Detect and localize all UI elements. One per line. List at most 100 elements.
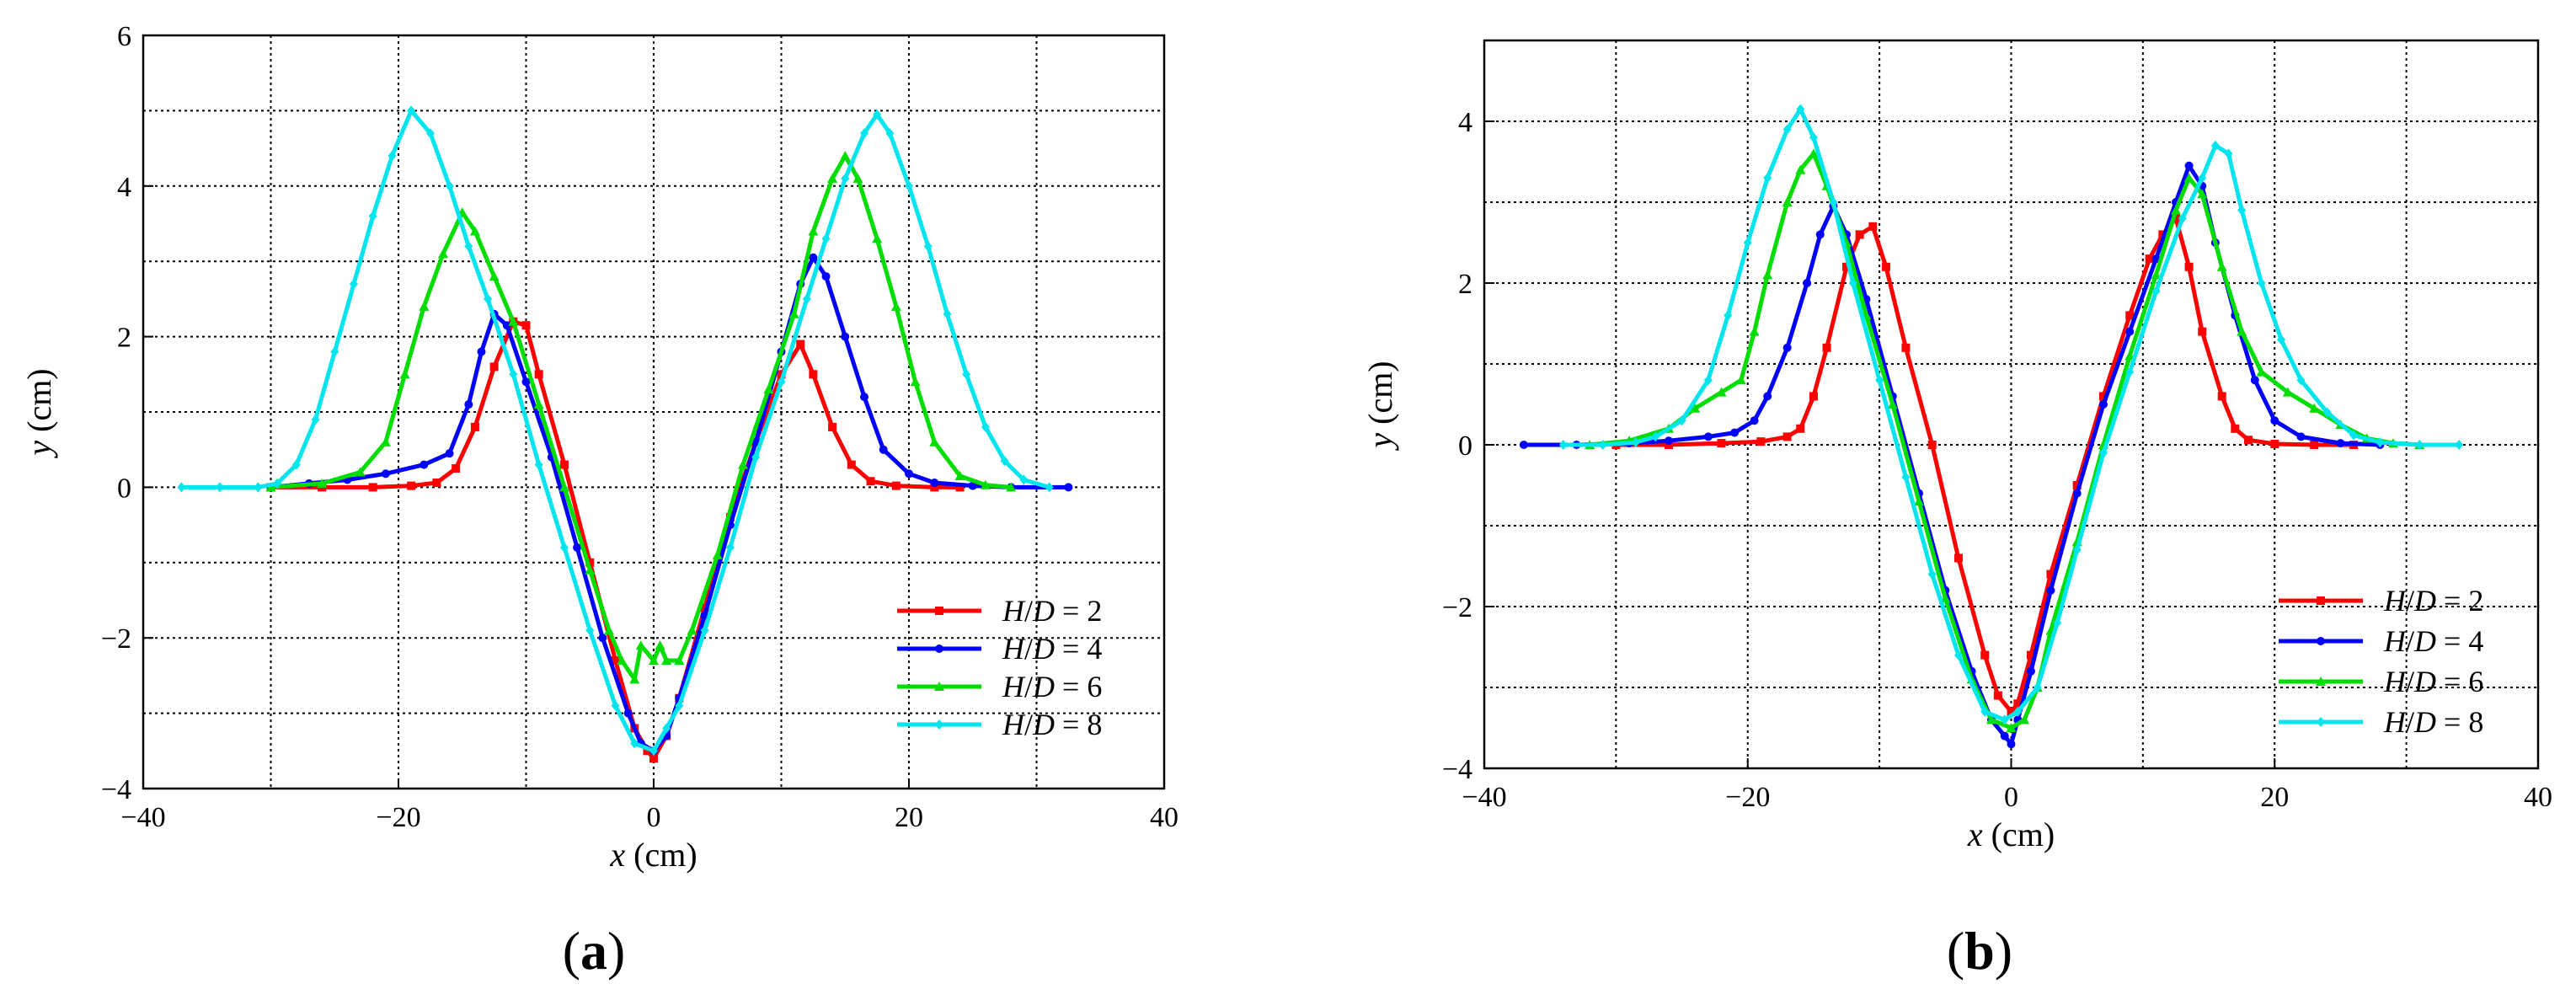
x-tick-label: 20: [895, 802, 923, 833]
data-point: [885, 128, 895, 139]
data-point: [1980, 706, 1990, 717]
x-tick-label: −20: [1725, 782, 1770, 813]
data-point: [751, 452, 761, 463]
data-point: [558, 482, 569, 492]
data-point: [2125, 327, 2135, 336]
data-point: [2098, 400, 2108, 409]
data-point: [2336, 439, 2345, 448]
data-point: [611, 700, 620, 711]
data-point: [630, 738, 639, 749]
legend-label: H/D = 8: [2383, 705, 2483, 739]
data-point: [1519, 441, 1528, 449]
data-point: [425, 128, 435, 139]
data-point: [763, 384, 774, 394]
data-point: [809, 253, 818, 262]
y-tick-label: 4: [1458, 107, 1472, 138]
data-point: [802, 293, 811, 304]
legend-entry: H/D = 4: [2279, 624, 2483, 658]
y-tick-label: −4: [101, 774, 131, 805]
data-point: [573, 543, 582, 552]
series-line: [270, 153, 1012, 682]
data-point: [2198, 173, 2207, 184]
panel-label: (a): [563, 921, 626, 981]
data-point: [930, 483, 939, 492]
data-point: [2310, 441, 2319, 449]
data-point: [2256, 366, 2267, 377]
x-tick-label: −20: [376, 802, 420, 833]
data-point: [879, 445, 888, 454]
data-point: [905, 180, 913, 191]
data-point: [712, 549, 723, 559]
y-axis-unit: (cm): [20, 368, 58, 441]
data-point: [1677, 415, 1686, 426]
data-point: [585, 625, 595, 636]
data-point: [311, 414, 320, 425]
legend-label: H/D = 8: [1002, 708, 1102, 741]
series-6: [1585, 148, 2425, 732]
data-point: [598, 634, 607, 643]
data-point: [1815, 230, 1825, 239]
legend: H/D = 2 H/D = 4 H/D = 6 H/D = 8: [2279, 584, 2483, 739]
x-axis-unit: (cm): [625, 836, 697, 874]
y-tick-label: 2: [117, 323, 131, 354]
data-point: [1875, 375, 1884, 386]
data-point: [968, 481, 977, 490]
data-point: [585, 558, 595, 567]
data-point: [2013, 699, 2023, 709]
x-tick-label: −40: [1462, 782, 1506, 813]
y-tick-label: 0: [1458, 430, 1472, 462]
data-point: [445, 180, 454, 191]
legend-swatch-marker: [2316, 676, 2326, 686]
legend-label: H/D = 4: [1002, 632, 1102, 666]
series-6: [265, 151, 1017, 684]
data-point: [534, 370, 543, 379]
data-point: [1558, 440, 1568, 450]
data-point: [2151, 270, 2162, 280]
data-point: [2231, 424, 2240, 433]
data-point: [2184, 262, 2194, 271]
data-point: [635, 640, 646, 650]
x-tick-label: 0: [647, 802, 661, 833]
data-point: [872, 233, 883, 243]
legend-swatch-marker: [934, 682, 944, 691]
data-point: [407, 105, 416, 116]
data-point: [847, 460, 856, 469]
data-point: [649, 754, 658, 763]
data-point: [2171, 214, 2180, 223]
data-point: [859, 393, 868, 402]
data-point: [1796, 424, 1805, 433]
data-point: [1716, 387, 1727, 397]
data-point: [355, 467, 366, 477]
legend-swatch-marker: [935, 644, 943, 653]
data-point: [2415, 440, 2424, 450]
data-point: [1881, 262, 1890, 271]
data-point: [469, 226, 480, 236]
data-point: [738, 459, 749, 469]
y-tick-label: 2: [1458, 269, 1472, 300]
data-point: [585, 564, 596, 575]
data-point: [2026, 650, 2035, 660]
data-point: [2282, 387, 2293, 397]
data-point: [1993, 691, 2002, 700]
y-tick-label: −2: [1442, 592, 1472, 623]
series-8: [177, 105, 1054, 757]
data-point: [1914, 496, 1925, 506]
y-axis-var: y: [1361, 433, 1399, 452]
data-point: [380, 436, 391, 447]
data-point: [2277, 334, 2286, 345]
x-axis-label: x (cm): [1967, 816, 2055, 853]
data-point: [891, 481, 901, 490]
data-point: [559, 460, 569, 469]
data-point: [980, 479, 991, 489]
y-axis-unit: (cm): [1361, 361, 1399, 433]
grid: [1484, 40, 2538, 768]
legend: H/D = 2 H/D = 4 H/D = 6 H/D = 8: [897, 594, 1102, 741]
data-point: [929, 436, 940, 447]
data-point: [1735, 375, 1746, 385]
data-point: [930, 479, 939, 488]
data-point: [1690, 403, 1701, 413]
data-point: [1953, 650, 1963, 660]
y-tick-label: 4: [117, 172, 131, 203]
